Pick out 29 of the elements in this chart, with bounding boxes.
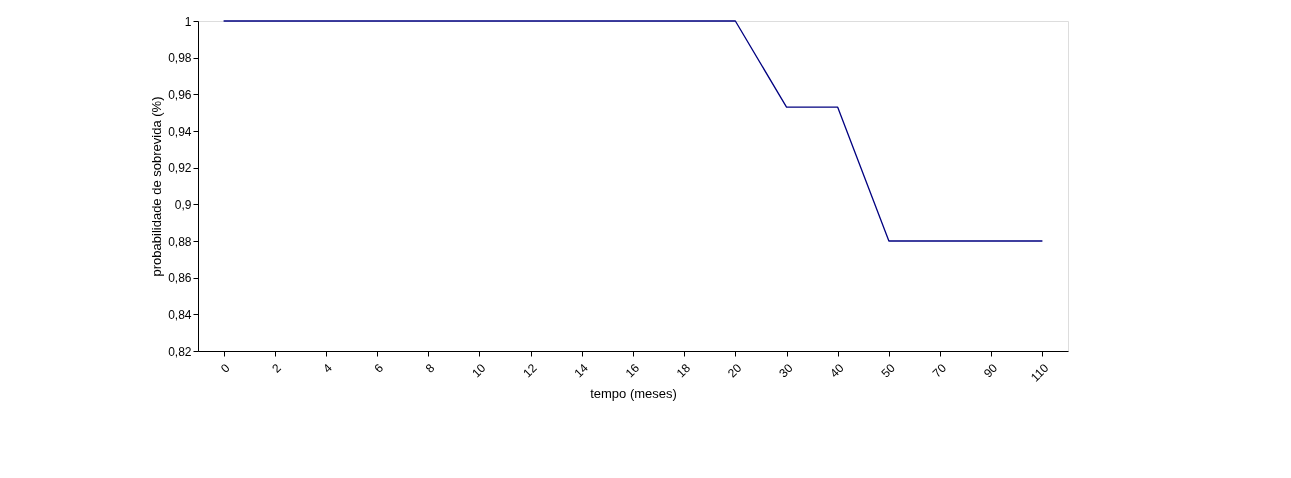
y-tick-label: 0,96 [168, 87, 192, 102]
x-tick-label: 50 [878, 360, 899, 381]
x-tick-label: 16 [622, 360, 643, 381]
x-tick-label: 90 [980, 360, 1001, 381]
x-tick-label: 14 [571, 360, 592, 381]
x-tick-label: 2 [269, 360, 284, 376]
x-tick-label: 4 [320, 360, 336, 376]
y-tick-label: 0,84 [168, 307, 192, 322]
x-tick-label: 8 [422, 360, 438, 376]
x-tick-label: 12 [520, 360, 540, 381]
x-axis-title: tempo (meses) [590, 385, 677, 401]
y-tick-label: 0,88 [168, 234, 192, 249]
x-tick-label: 0 [217, 360, 233, 376]
x-tick-label: 110 [1027, 360, 1052, 385]
x-tick-label: 10 [469, 360, 489, 381]
y-axis-title: probabilidade de sobrevida (%) [149, 96, 165, 277]
x-tick-label: 18 [673, 360, 694, 381]
y-tick-label: 0,92 [168, 161, 192, 176]
x-tick-label: 6 [371, 360, 387, 376]
y-tick-label: 0,98 [168, 51, 192, 66]
y-tick-label: 0,86 [168, 271, 192, 286]
x-tick-label: 40 [827, 360, 847, 381]
y-tick-label: 0,94 [168, 124, 192, 139]
y-tick-label: 0,82 [168, 344, 192, 359]
x-tick-label: 30 [776, 360, 796, 381]
x-tick-label: 70 [929, 360, 950, 381]
x-tick-label: 20 [724, 360, 745, 381]
y-tick-label: 0,9 [174, 197, 192, 212]
y-tick-label: 1 [184, 14, 192, 29]
